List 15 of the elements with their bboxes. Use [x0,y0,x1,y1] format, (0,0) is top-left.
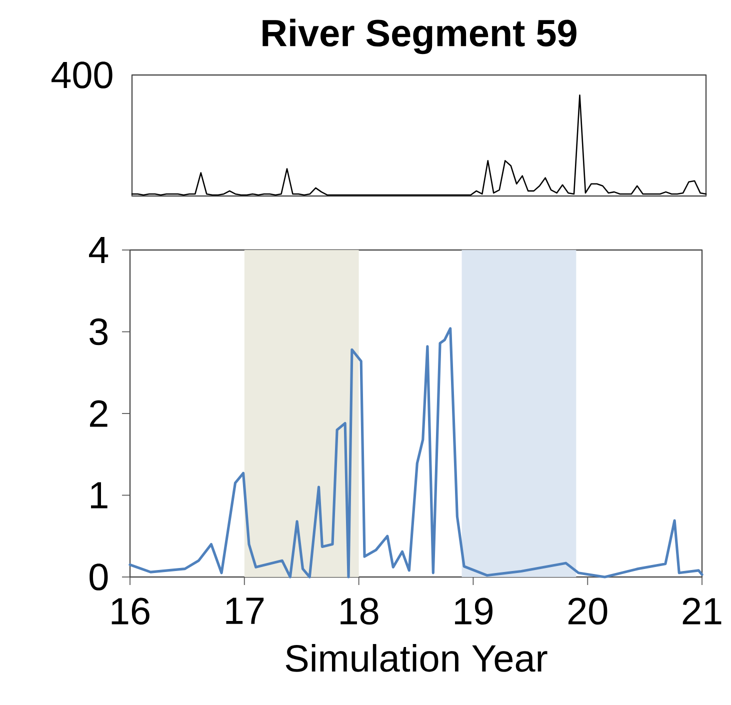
x-tick-label: 20 [568,598,608,625]
y-tick-label: 1 [91,482,108,508]
x-tick-label: 16 [112,598,150,625]
x-tick-label: 17 [226,598,264,624]
x-axis-title: Simulation Year [286,644,548,672]
y-tick-label: 0 [90,564,108,590]
chart-title: River Segment 59 [262,18,576,54]
x-tick-label: 21 [682,598,722,624]
text: 400 [52,62,112,88]
y-tick-label: 4 [89,236,108,264]
y-tick-label: 3 [90,318,108,346]
line-series [128,327,704,578]
x-tick-label: 19 [455,598,492,625]
y-tick-label: 2 [90,400,108,427]
x-tick-label: 18 [340,598,378,625]
